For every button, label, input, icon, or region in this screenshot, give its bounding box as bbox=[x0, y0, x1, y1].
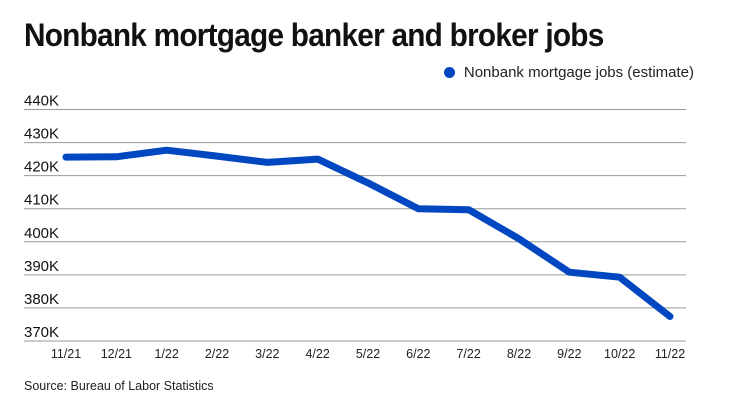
legend-label: Nonbank mortgage jobs (estimate) bbox=[463, 64, 694, 81]
x-tick-label: 11/22 bbox=[655, 347, 685, 361]
source-note: Source: Bureau of Labor Statistics bbox=[24, 379, 214, 393]
x-axis-labels: 11/21 12/21 1/22 2/22 3/22 4/22 5/22 6/22 7/22 8/… bbox=[51, 347, 685, 361]
x-tick-label: 10/22 bbox=[604, 347, 635, 361]
x-tick-label: 8/22 bbox=[507, 347, 531, 361]
y-tick-label: 370K bbox=[24, 324, 59, 341]
data-line bbox=[62, 146, 674, 320]
y-tick-label: 440K bbox=[24, 93, 59, 110]
x-tick-label: 11/21 bbox=[51, 347, 81, 361]
y-tick-label: 380K bbox=[24, 291, 59, 308]
x-tick-label: 6/22 bbox=[406, 347, 430, 361]
chart-title: Nonbank mortgage banker and broker jobs bbox=[24, 17, 604, 53]
x-tick-label: 1/22 bbox=[154, 347, 178, 361]
x-tick-label: 7/22 bbox=[456, 347, 480, 361]
gridlines bbox=[24, 109, 686, 342]
x-tick-label: 12/21 bbox=[101, 347, 132, 361]
y-tick-label: 390K bbox=[24, 258, 59, 275]
x-tick-label: 3/22 bbox=[255, 347, 279, 361]
x-tick-label: 4/22 bbox=[305, 347, 329, 361]
y-tick-label: 410K bbox=[24, 192, 59, 209]
y-axis-labels: 440K 430K 420K 410K 400K 390K 380K 370K bbox=[24, 93, 59, 342]
y-tick-label: 430K bbox=[24, 126, 59, 143]
legend-marker-icon bbox=[443, 67, 455, 78]
x-tick-label: 9/22 bbox=[557, 347, 581, 361]
x-tick-label: 2/22 bbox=[205, 347, 229, 361]
legend: Nonbank mortgage jobs (estimate) bbox=[443, 64, 694, 81]
y-tick-label: 400K bbox=[24, 225, 59, 242]
y-tick-label: 420K bbox=[24, 159, 59, 176]
x-tick-label: 5/22 bbox=[356, 347, 380, 361]
